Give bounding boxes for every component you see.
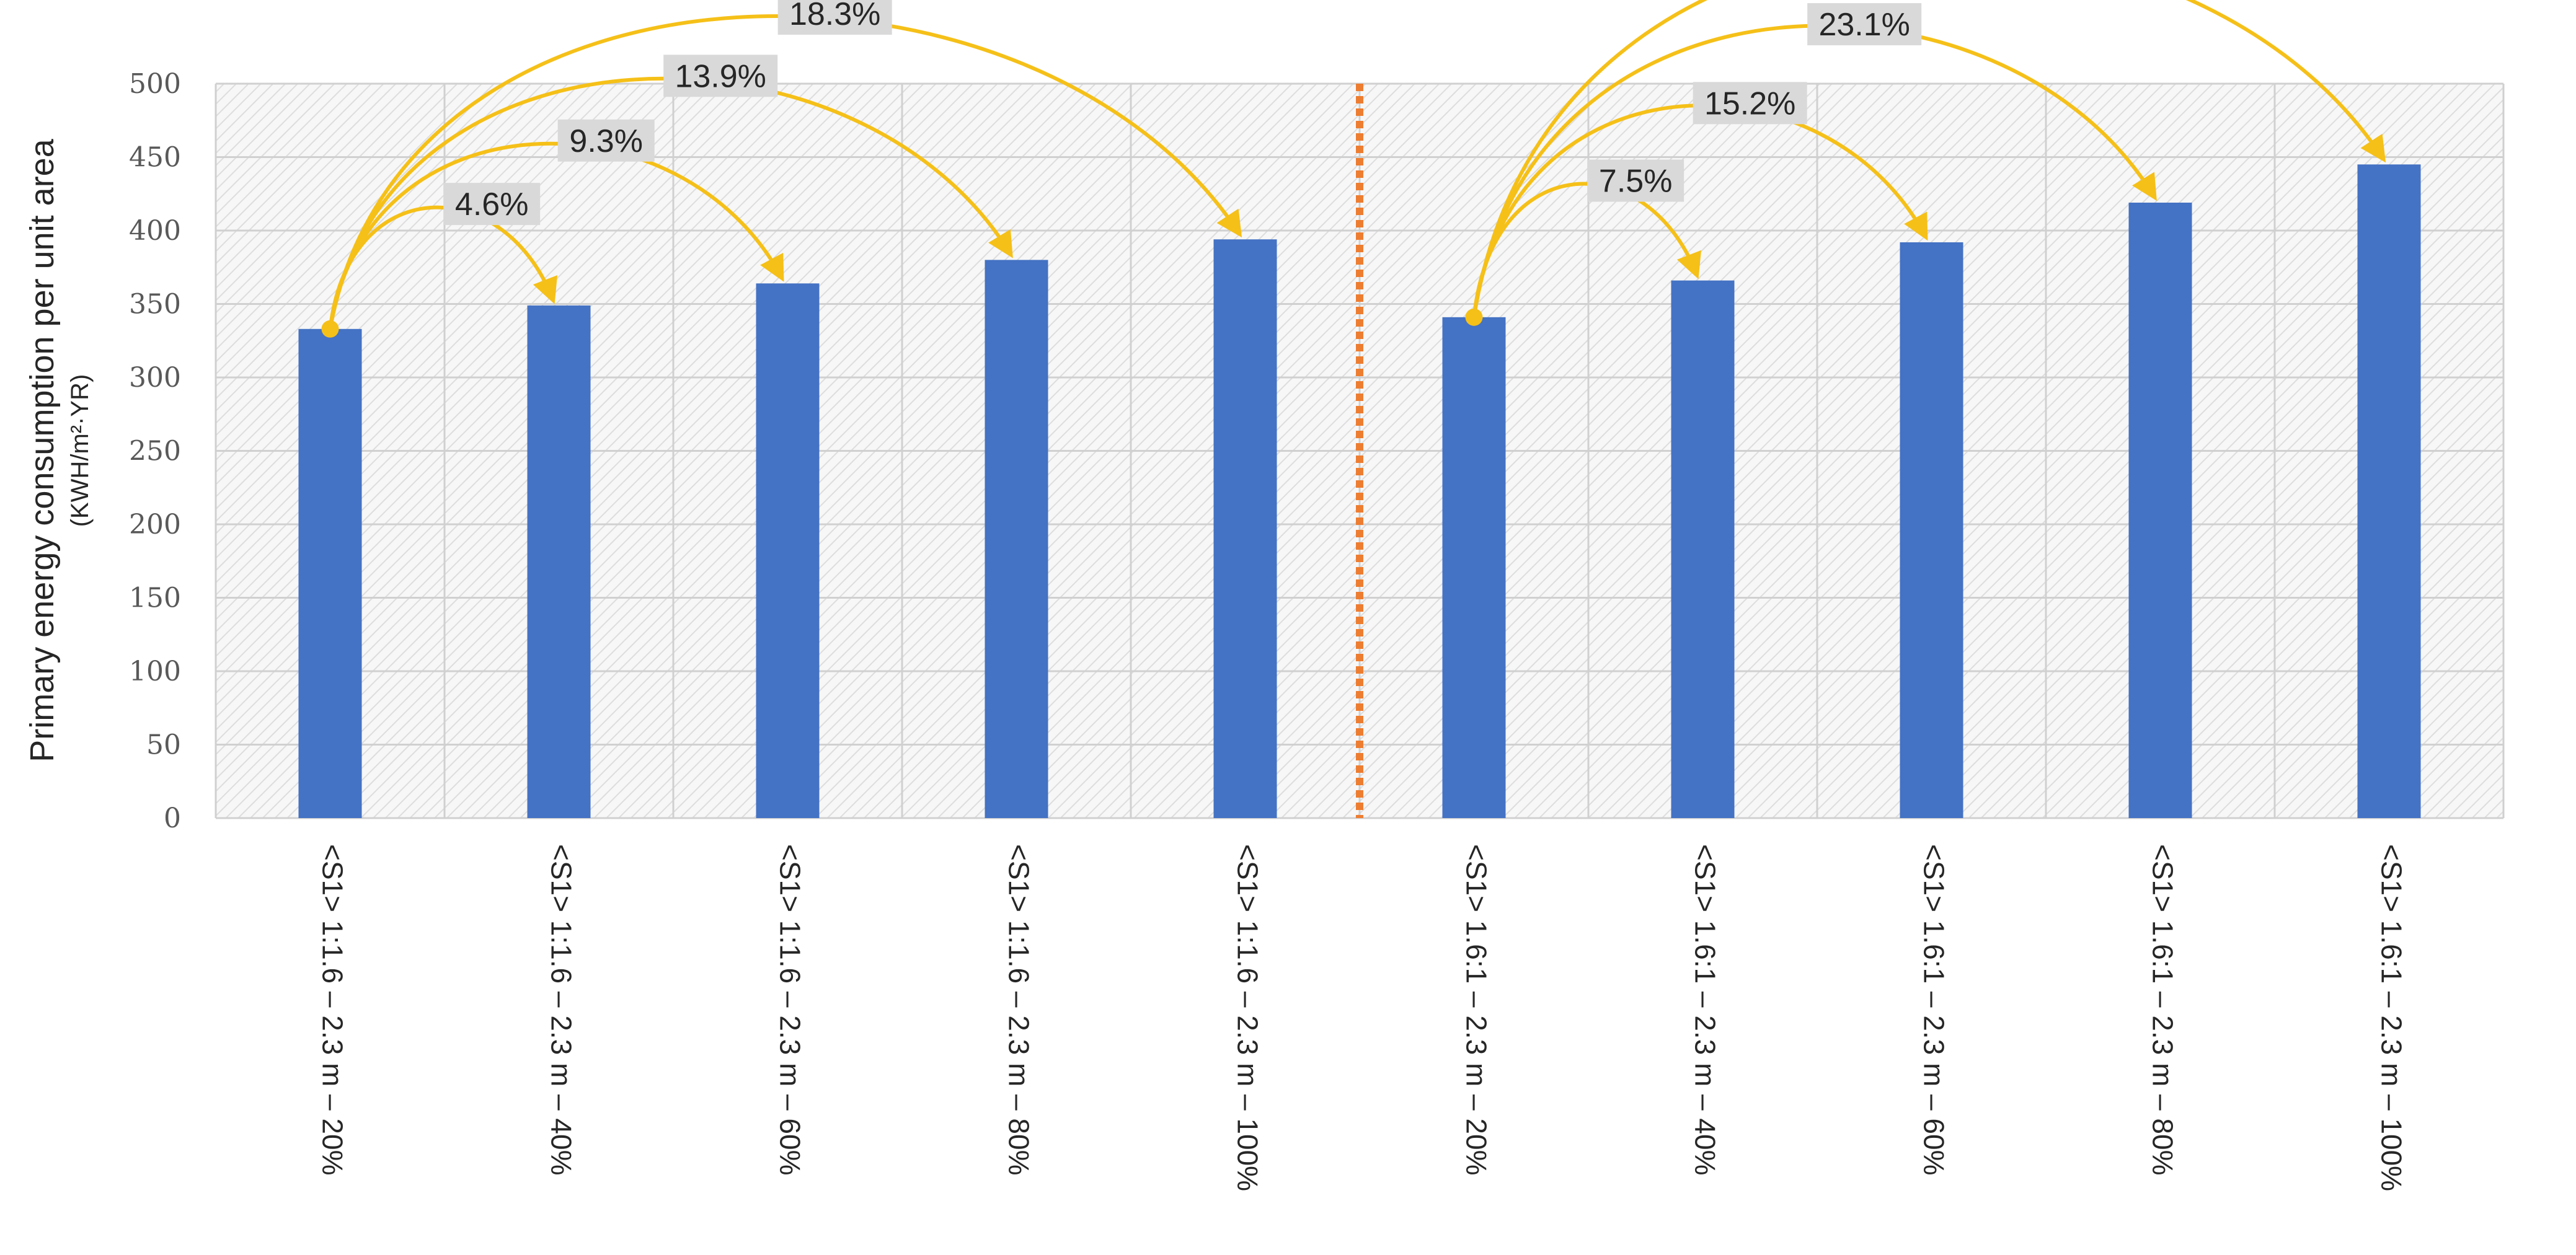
percent-label-text: 18.3% xyxy=(789,0,880,32)
y-axis-unit: (KWH/m²·YR) xyxy=(66,374,94,527)
percent-label: 18.3% xyxy=(777,0,892,35)
x-tick-label: <S1> 1:1.6 – 2.3 m – 100% xyxy=(1231,844,1264,1191)
percent-label-box xyxy=(1587,159,1684,202)
y-tick-label: 400 xyxy=(129,215,181,247)
percent-label: 23.1% xyxy=(1807,3,1922,46)
x-tick-label: <S1> 1.6:1 – 2.3 m – 40% xyxy=(1689,844,1721,1175)
percent-label-text: 13.9% xyxy=(675,58,766,94)
increase-arrow xyxy=(1472,24,2157,318)
percent-label-box xyxy=(663,55,778,97)
y-axis-label: Primary energy consumption per unit area xyxy=(24,138,61,762)
increase-arrow xyxy=(328,141,784,330)
increase-arrow xyxy=(1472,103,1928,318)
increase-arrow xyxy=(328,76,1013,330)
bar xyxy=(1213,239,1277,819)
x-tick-label: <S1> 1.6:1 – 2.3 m – 80% xyxy=(2146,844,2179,1175)
increase-arrow xyxy=(328,14,1242,330)
bar xyxy=(2357,164,2421,819)
x-tick-label: <S1> 1:1.6 – 2.3 m – 80% xyxy=(1003,844,1035,1175)
percent-label: 4.6% xyxy=(443,183,541,226)
y-tick-label: 500 xyxy=(129,68,181,100)
bar xyxy=(1442,317,1506,819)
percent-label-box xyxy=(1693,82,1807,125)
x-tick-label: <S1> 1:1.6 – 2.3 m – 60% xyxy=(774,844,806,1175)
y-tick-label: 50 xyxy=(146,729,181,761)
percent-labels: 4.6%9.3%13.9%18.3%7.5%15.2%23.1%30.7% xyxy=(443,0,1922,226)
percent-label-text: 15.2% xyxy=(1704,86,1795,121)
y-tick-label: 250 xyxy=(129,436,181,467)
percent-label-text: 4.6% xyxy=(455,187,529,222)
bar xyxy=(756,283,820,818)
x-tick-label: <S1> 1.6:1 – 2.3 m – 60% xyxy=(1918,844,1950,1175)
percent-label-box xyxy=(777,0,892,35)
percent-label: 7.5% xyxy=(1587,159,1684,202)
percent-label-box xyxy=(443,183,541,226)
bar xyxy=(527,305,591,818)
percent-label-text: 9.3% xyxy=(569,123,643,159)
percent-label-text: 23.1% xyxy=(1818,7,1910,43)
percent-label: 9.3% xyxy=(557,119,655,162)
increase-arrow xyxy=(1472,0,2386,318)
bars xyxy=(298,164,2421,819)
percent-label: 15.2% xyxy=(1693,82,1807,125)
percent-label: 13.9% xyxy=(663,55,778,97)
x-tick-label: <S1> 1.6:1 – 2.3 m – 20% xyxy=(1460,844,1492,1175)
bar xyxy=(298,328,362,818)
x-tick-label: <S1> 1:1.6 – 2.3 m – 20% xyxy=(316,844,348,1175)
y-tick-label: 350 xyxy=(129,289,181,320)
bar xyxy=(1671,280,1735,819)
y-tick-label: 450 xyxy=(129,142,181,174)
y-tick-label: 150 xyxy=(129,583,181,614)
percent-label-box xyxy=(1807,3,1922,46)
x-tick-label: <S1> 1:1.6 – 2.3 m – 40% xyxy=(545,844,577,1175)
bar xyxy=(985,260,1048,818)
y-tick-label: 0 xyxy=(164,803,181,834)
y-tick-label: 300 xyxy=(129,362,181,394)
y-tick-label: 100 xyxy=(129,656,181,687)
x-tick-label: <S1> 1.6:1 – 2.3 m – 100% xyxy=(2375,844,2407,1191)
percent-label-text: 7.5% xyxy=(1599,163,1673,199)
x-axis-ticks: <S1> 1:1.6 – 2.3 m – 20% <S1> 1:1.6 – 2.3… xyxy=(316,844,2407,1191)
increase-arrows xyxy=(321,0,2386,338)
percent-label-box xyxy=(557,119,655,162)
y-axis-ticks: 0 50 100 150 200 250 300 350 400 450 500 xyxy=(129,68,181,834)
bar xyxy=(1900,242,1963,819)
y-tick-label: 200 xyxy=(129,509,181,540)
bar xyxy=(2128,202,2192,819)
